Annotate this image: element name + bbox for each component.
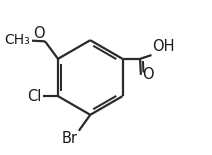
Text: Br: Br xyxy=(62,131,78,146)
Text: O: O xyxy=(142,67,154,82)
Text: OH: OH xyxy=(152,39,175,54)
Text: O: O xyxy=(33,26,44,41)
Text: Cl: Cl xyxy=(28,89,42,104)
Text: CH₃: CH₃ xyxy=(4,33,30,47)
